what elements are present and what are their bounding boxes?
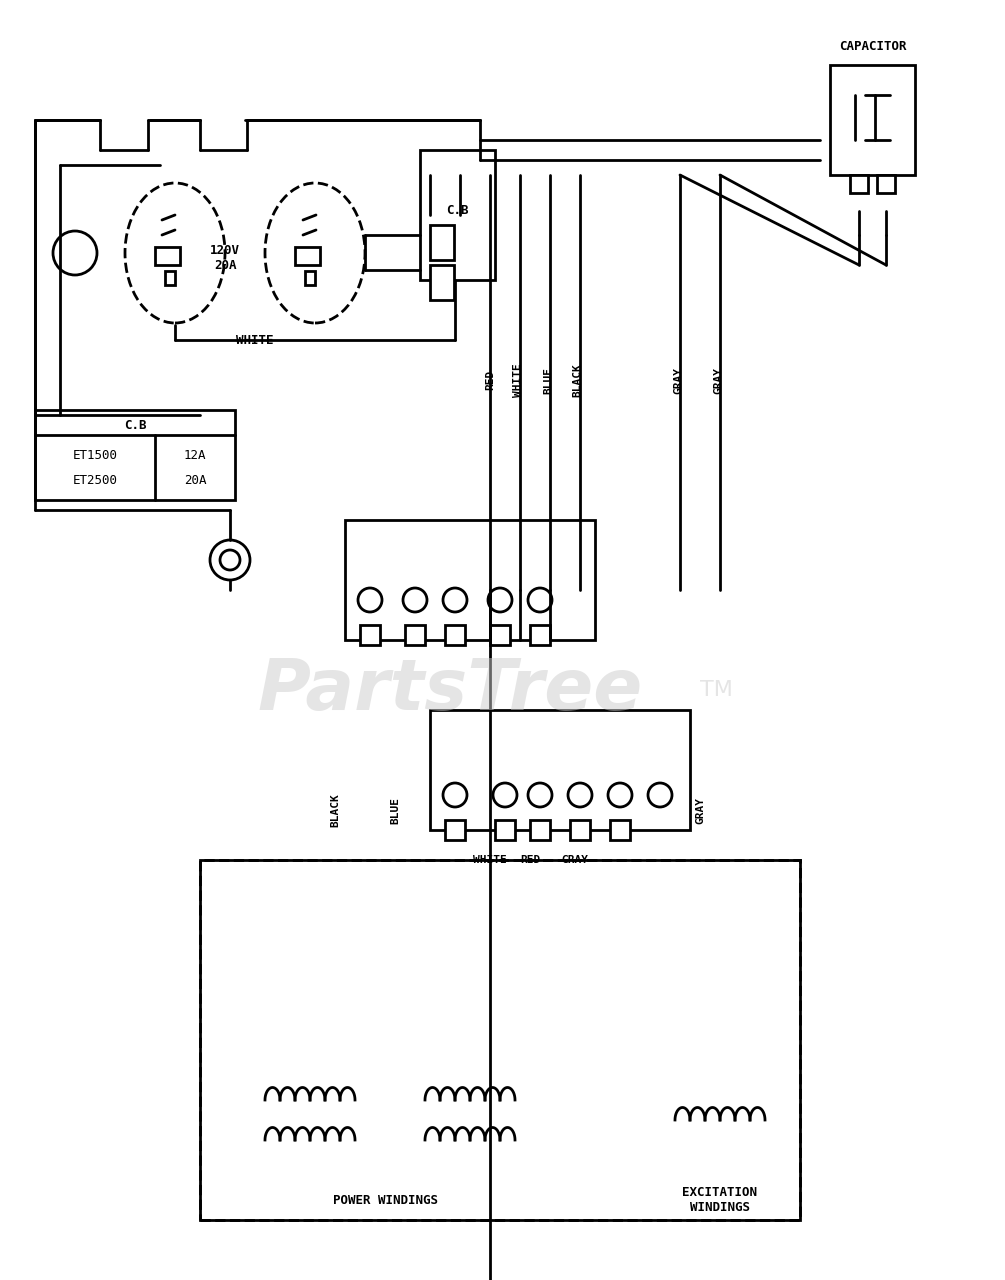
Bar [830,65,915,175]
Bar [490,625,510,645]
Bar [420,150,495,280]
Circle shape [53,230,97,275]
Bar [430,225,454,260]
Text: WHITE: WHITE [473,855,507,865]
Bar [610,820,630,840]
Text: BLUE: BLUE [390,796,400,823]
Text: 20A: 20A [184,474,206,486]
Ellipse shape [265,183,365,323]
Text: PartsTree: PartsTree [257,655,642,724]
Text: GRAY: GRAY [562,855,589,865]
Bar [850,175,868,193]
Text: GRAY: GRAY [713,366,723,393]
Circle shape [608,783,632,806]
Circle shape [403,588,427,612]
Bar [530,625,550,645]
Text: WHITE: WHITE [513,364,523,397]
Ellipse shape [125,183,225,323]
Bar [430,265,454,300]
Text: 12A: 12A [184,448,206,462]
Circle shape [220,550,240,570]
Bar [165,271,175,285]
Circle shape [493,783,517,806]
Bar [35,410,235,500]
Text: RED: RED [520,855,540,865]
Bar [200,860,800,1220]
Bar [570,820,590,840]
Bar [305,271,315,285]
Circle shape [528,588,552,612]
Circle shape [488,588,512,612]
Bar [360,625,380,645]
Bar [495,820,515,840]
Circle shape [648,783,672,806]
Circle shape [568,783,592,806]
Text: EXCITATION
WINDINGS: EXCITATION WINDINGS [682,1187,758,1213]
Bar [345,520,595,640]
Text: BLUE: BLUE [543,366,553,393]
Bar [445,625,465,645]
Text: 120V
20A: 120V 20A [210,244,240,273]
Bar [155,247,180,265]
Text: BLACK: BLACK [330,794,340,827]
Text: C.B: C.B [446,204,468,216]
Bar [295,247,320,265]
Circle shape [528,783,552,806]
Text: C.B: C.B [124,419,147,431]
Text: GRAY: GRAY [673,366,683,393]
Text: BLACK: BLACK [572,364,582,397]
Text: ET2500: ET2500 [72,474,118,486]
Text: ET1500: ET1500 [72,448,118,462]
Circle shape [443,588,467,612]
Circle shape [210,540,250,580]
Bar [445,820,465,840]
Text: GRAY: GRAY [695,796,705,823]
Text: POWER WINDINGS: POWER WINDINGS [333,1193,437,1207]
Bar [405,625,425,645]
Circle shape [443,783,467,806]
Bar [877,175,895,193]
Text: TM: TM [700,680,733,700]
Circle shape [358,588,382,612]
Text: RED: RED [485,370,495,390]
Bar [430,710,690,829]
Text: CAPACITOR: CAPACITOR [839,40,907,52]
Bar [530,820,550,840]
Text: WHITE: WHITE [236,334,273,347]
Bar [200,860,800,1220]
